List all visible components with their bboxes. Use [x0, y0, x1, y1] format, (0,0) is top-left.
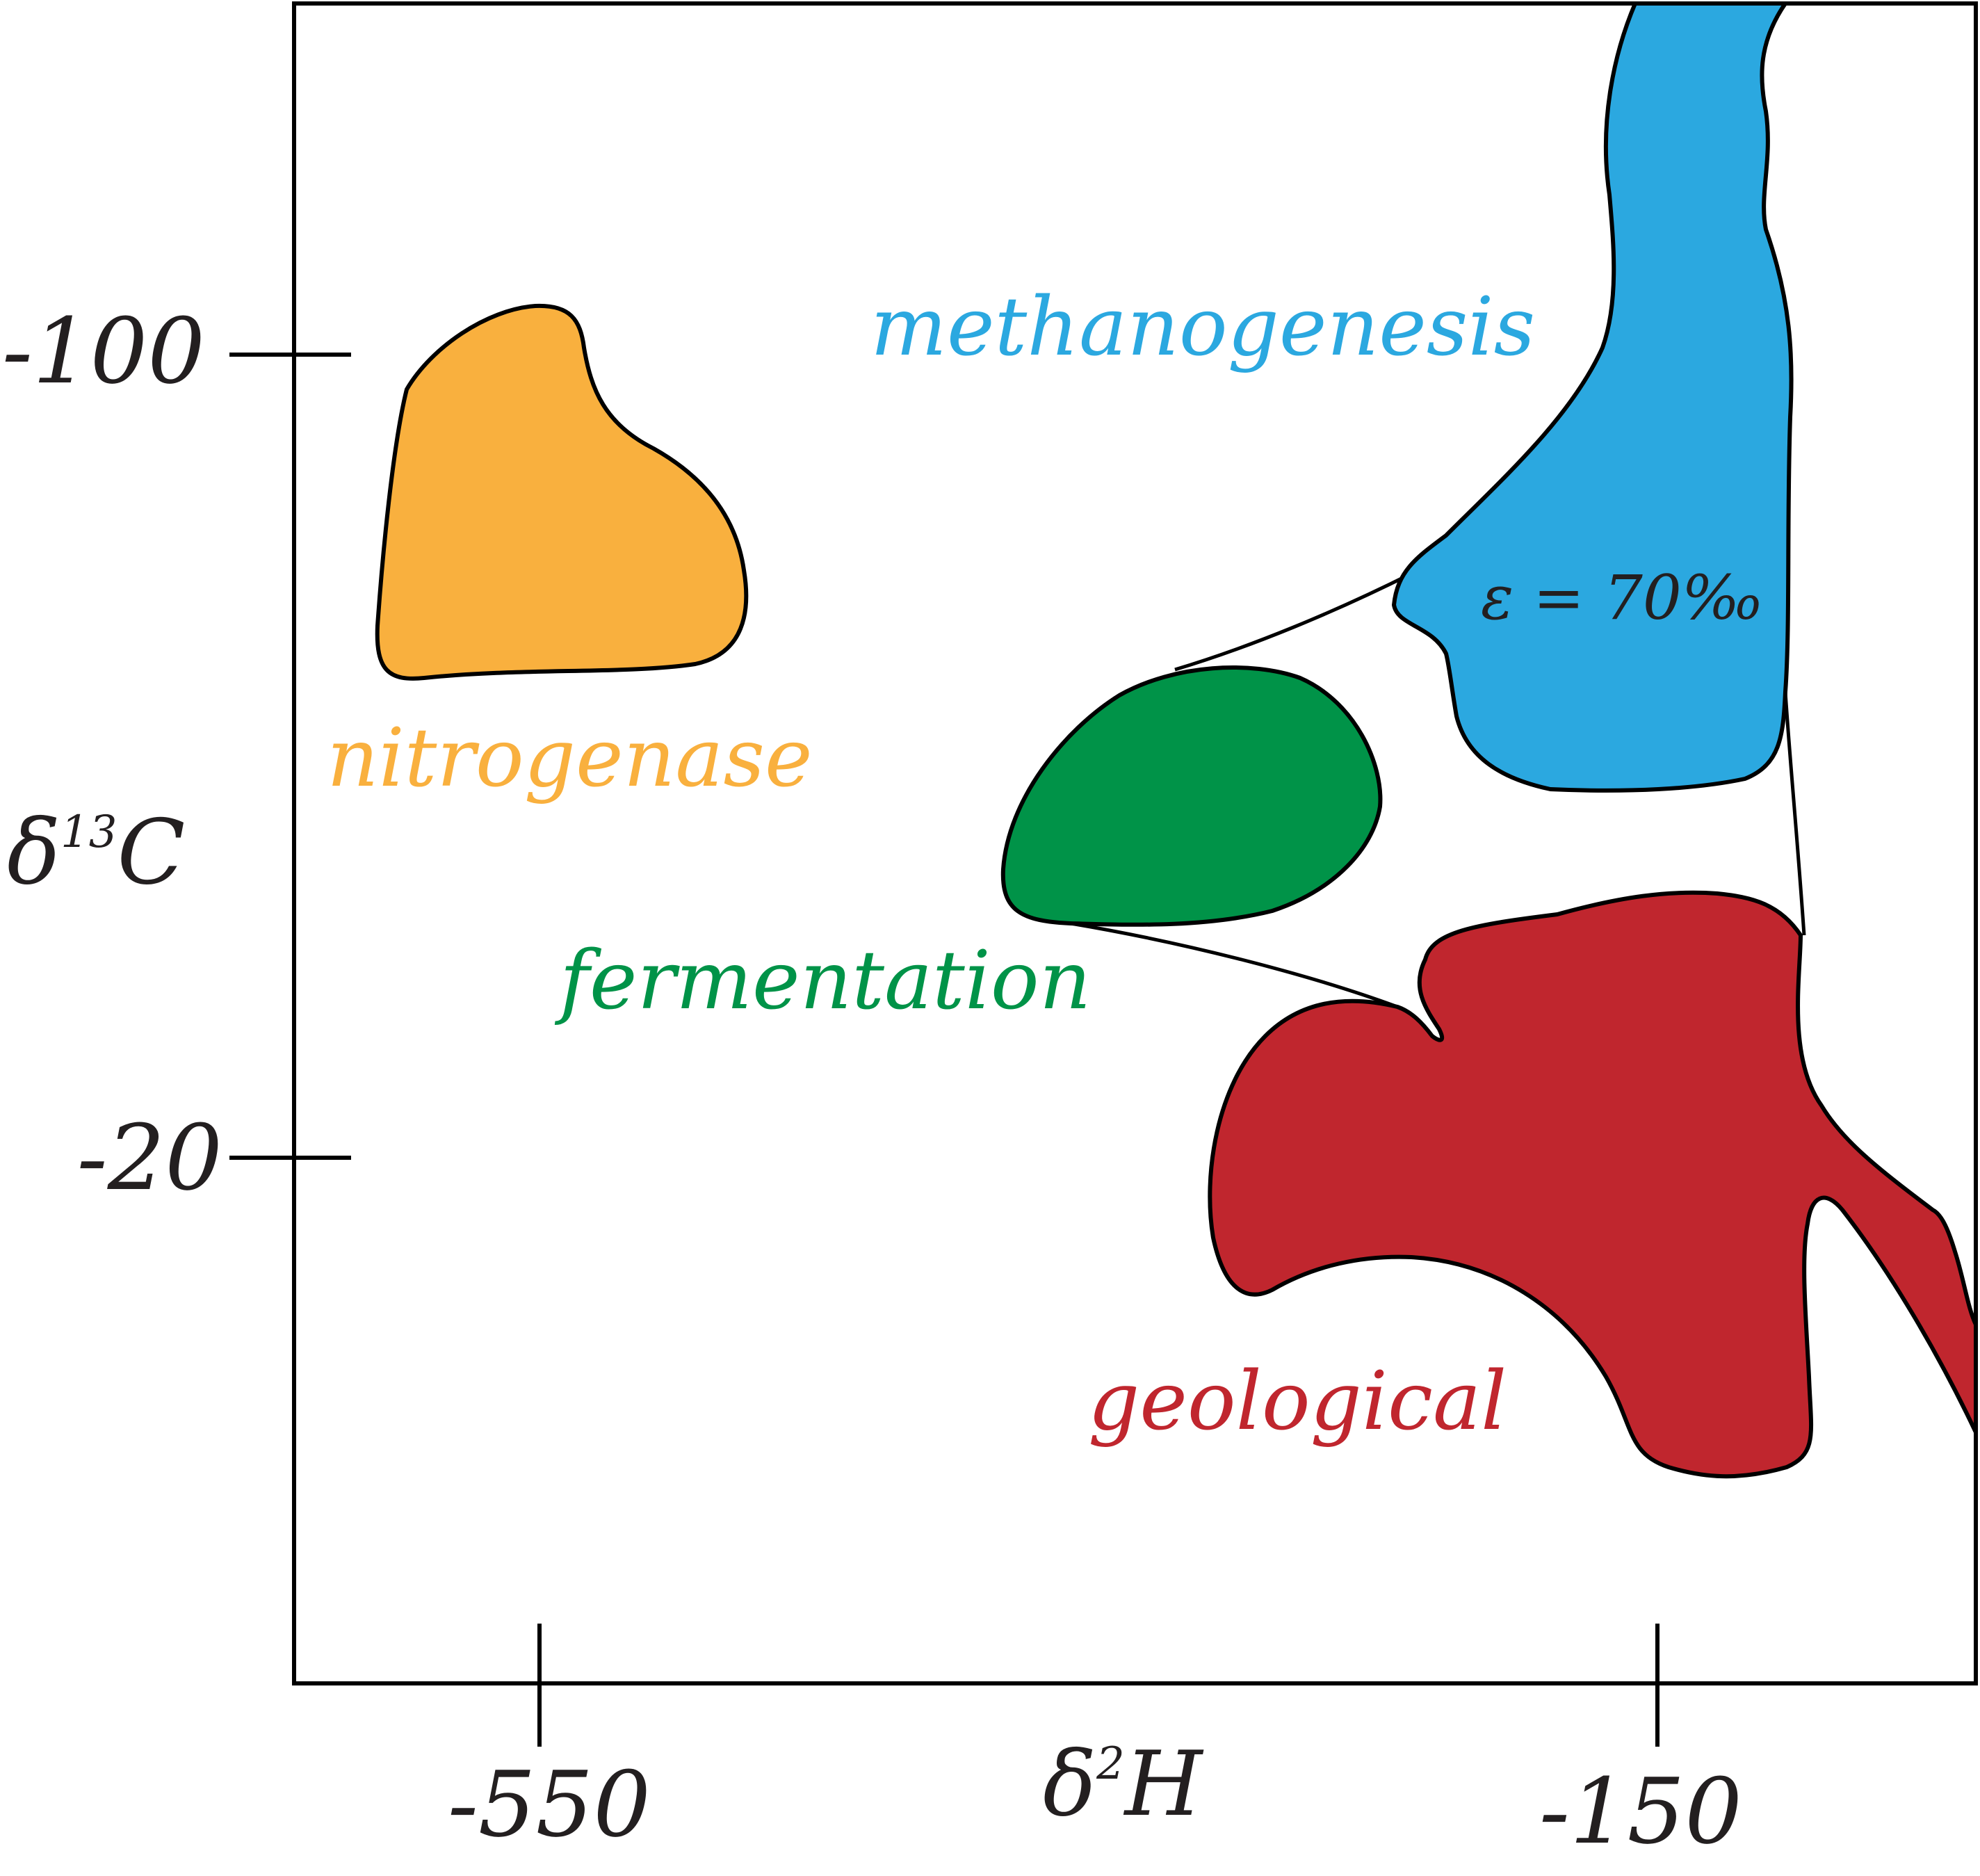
region-nitrogenase [375, 303, 749, 681]
y-axis-title: δ13C [7, 801, 185, 905]
x-axis-title-base: δ [1043, 1733, 1096, 1836]
region-geological [1208, 890, 1978, 1479]
x-axis-title-sup: 2 [1096, 1738, 1125, 1790]
label-geological: geological [1088, 1355, 1507, 1448]
label-nitrogenase: nitrogenase [327, 711, 813, 805]
y-tick-label-2: -20 [77, 1105, 222, 1211]
connector-fermentation-methanogenesis [1174, 572, 1413, 672]
annotation-epsilon: ε = 70‰ [1481, 562, 1764, 633]
label-methanogenesis: methanogenesis [870, 280, 1535, 374]
y-tick-label-1: -100 [2, 298, 205, 404]
x-axis-title-var: H [1123, 1733, 1204, 1836]
x-axis-title: δ2H [1043, 1733, 1204, 1836]
connector-methanogenesis-geological [1783, 691, 1806, 936]
y-axis-title-var: C [117, 801, 186, 905]
x-tick-label-2: -150 [1539, 1758, 1742, 1864]
plot-frame [292, 1, 1978, 1685]
region-methanogenesis [1392, 1, 1794, 793]
x-tick-label-1: -550 [448, 1752, 651, 1857]
connector-fermentation-geological [1070, 921, 1398, 1009]
label-fermentation: fermentation [554, 934, 1091, 1028]
y-axis-title-base: δ [7, 801, 60, 905]
region-fermentation [1000, 665, 1383, 927]
y-axis-title-sup: 13 [60, 807, 117, 858]
